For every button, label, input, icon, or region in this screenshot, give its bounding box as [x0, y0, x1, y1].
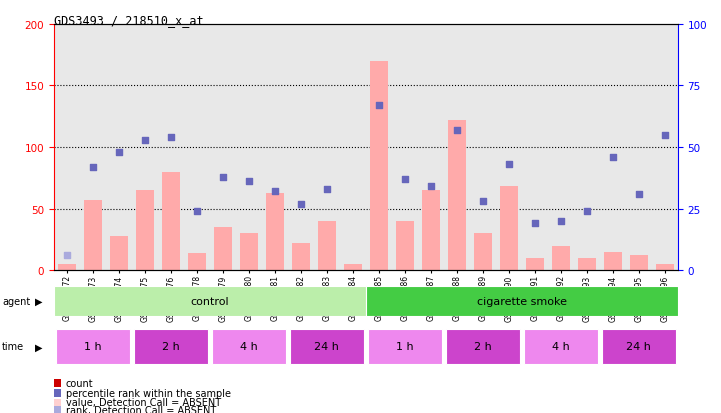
Bar	[56, 329, 130, 364]
Point	[243, 179, 255, 185]
Bar	[500, 187, 518, 271]
Point	[61, 252, 73, 259]
Bar	[578, 258, 596, 271]
Text: 2 h: 2 h	[474, 342, 492, 351]
Point	[581, 208, 593, 215]
Point	[555, 218, 567, 225]
Text: 1 h: 1 h	[396, 342, 414, 351]
Point	[113, 149, 125, 156]
Text: count: count	[66, 378, 93, 388]
Bar	[446, 329, 520, 364]
Point	[87, 164, 99, 171]
Bar	[448, 121, 466, 271]
Point	[217, 174, 229, 180]
Point	[477, 198, 489, 205]
Text: 24 h: 24 h	[627, 342, 651, 351]
Point	[269, 189, 280, 195]
Point	[451, 127, 463, 134]
Point	[165, 135, 177, 141]
Bar	[136, 191, 154, 271]
Bar	[110, 236, 128, 271]
Bar	[474, 234, 492, 271]
Bar	[188, 253, 206, 271]
Bar	[290, 329, 364, 364]
Text: value, Detection Call = ABSENT: value, Detection Call = ABSENT	[66, 397, 221, 407]
Text: GDS3493 / 218510_x_at: GDS3493 / 218510_x_at	[54, 14, 204, 27]
Bar	[602, 329, 676, 364]
Point	[295, 201, 306, 207]
Bar	[266, 193, 284, 271]
Point	[191, 208, 203, 215]
Text: percentile rank within the sample: percentile rank within the sample	[66, 388, 231, 398]
Bar	[422, 191, 440, 271]
Text: rank, Detection Call = ABSENT: rank, Detection Call = ABSENT	[66, 405, 216, 413]
Point	[529, 221, 541, 227]
Bar	[629, 256, 648, 271]
Bar	[134, 329, 208, 364]
Text: control: control	[190, 296, 229, 306]
Bar	[292, 244, 310, 271]
Text: 1 h: 1 h	[84, 342, 102, 351]
Point	[399, 176, 411, 183]
Point	[659, 132, 671, 139]
Bar	[162, 172, 180, 271]
Point	[321, 186, 332, 193]
Text: ▶: ▶	[35, 342, 42, 351]
Point	[633, 191, 645, 198]
Bar	[344, 264, 362, 271]
Bar	[318, 221, 336, 271]
Text: agent: agent	[2, 296, 30, 306]
Bar	[58, 264, 76, 271]
Bar	[524, 329, 598, 364]
Point	[503, 161, 515, 168]
Point	[607, 154, 619, 161]
Bar	[655, 264, 674, 271]
Bar	[84, 200, 102, 271]
Bar	[603, 252, 622, 271]
Bar	[366, 286, 678, 316]
Bar	[552, 246, 570, 271]
Bar	[368, 329, 442, 364]
Text: 4 h: 4 h	[552, 342, 570, 351]
Text: 24 h: 24 h	[314, 342, 340, 351]
Bar	[212, 329, 286, 364]
Text: 2 h: 2 h	[162, 342, 180, 351]
Bar	[370, 62, 388, 271]
Point	[425, 184, 437, 190]
Text: cigarette smoke: cigarette smoke	[477, 296, 567, 306]
Bar	[396, 221, 414, 271]
Text: 4 h: 4 h	[240, 342, 258, 351]
Text: time: time	[2, 342, 25, 351]
Bar	[214, 228, 232, 271]
Point	[139, 137, 151, 144]
Point	[373, 102, 385, 109]
Bar	[240, 234, 258, 271]
Text: ▶: ▶	[35, 296, 42, 306]
Bar	[54, 286, 366, 316]
Bar	[526, 258, 544, 271]
